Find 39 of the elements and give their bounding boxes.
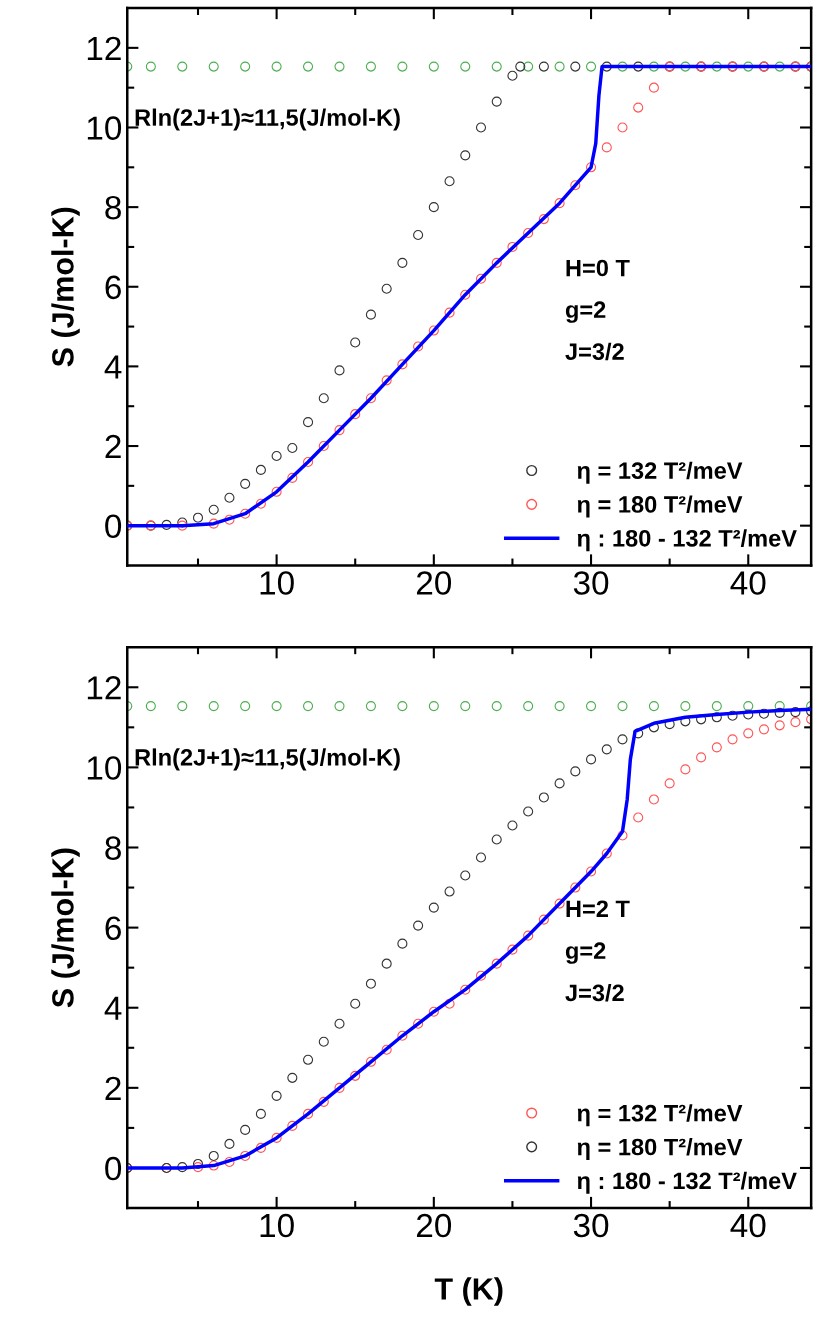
x-axis-title: T (K) [434, 1277, 503, 1306]
y-tick-label: 12 [87, 36, 121, 60]
y-tick-label: 0 [105, 514, 122, 539]
y-tick-label: 8 [105, 836, 121, 860]
y-tick-label: 10 [87, 116, 122, 140]
x-tick-label: 40 [730, 1213, 766, 1238]
y-tick-label: 8 [105, 195, 121, 220]
y-tick-label: 0 [105, 1156, 122, 1181]
annotation: J=3/2 [565, 983, 624, 1002]
y-tick-label: 4 [104, 996, 122, 1020]
legend-label: η : 180 - 132 T²/meV [577, 529, 797, 552]
annotation: g=2 [565, 301, 606, 323]
y-axis-title: S (J/mol-K) [51, 207, 80, 367]
legend-label: η = 132 T²/meV [577, 461, 743, 484]
y-tick-label: 10 [87, 756, 122, 780]
y-tick-label: 2 [105, 434, 121, 459]
x-tick-label: 20 [416, 1213, 452, 1238]
annotation: J=3/2 [565, 342, 624, 361]
y-tick-label: 2 [105, 1076, 121, 1100]
x-tick-label: 40 [730, 571, 766, 595]
y-tick-label: 6 [105, 916, 121, 941]
x-tick-label: 30 [573, 571, 609, 595]
y-tick-label: 6 [105, 275, 121, 300]
annotation: Rln(2J+1)≈11,5(J/mol-K) [135, 748, 400, 771]
x-tick-label: 10 [260, 1213, 294, 1238]
annotation: Rln(2J+1)≈11,5(J/mol-K) [135, 108, 400, 131]
y-tick-label: 4 [104, 355, 122, 379]
annotation: H=0 T [566, 259, 630, 277]
y-tick-label: 12 [87, 676, 121, 700]
legend-label: η = 180 T²/meV [577, 495, 743, 518]
legend-label: η = 132 T²/meV [577, 1104, 743, 1127]
y-axis-title: S (J/mol-K) [51, 848, 80, 1008]
annotation: g=2 [565, 942, 606, 964]
annotation: H=2 T [566, 900, 630, 917]
x-tick-label: 20 [416, 571, 452, 595]
x-tick-label: 30 [573, 1213, 609, 1238]
legend-label: η = 180 T²/meV [577, 1138, 743, 1161]
x-tick-label: 10 [260, 571, 294, 595]
legend-label: η : 180 - 132 T²/meV [577, 1171, 797, 1194]
